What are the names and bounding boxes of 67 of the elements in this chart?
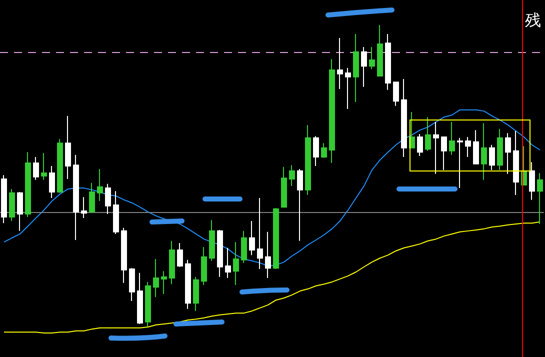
candlestick <box>161 270 167 295</box>
candlestick <box>345 67 351 110</box>
candlestick <box>289 164 295 186</box>
candlestick <box>249 220 255 256</box>
candlestick <box>265 231 271 279</box>
candlestick <box>393 82 399 106</box>
candlestick <box>457 137 463 189</box>
candlestick <box>145 281 151 328</box>
candlestick <box>25 152 31 218</box>
candlestick <box>281 166 287 208</box>
candlestick <box>465 136 471 158</box>
candlestick <box>185 259 191 310</box>
candlestick <box>449 121 455 156</box>
candlestick <box>473 130 479 164</box>
candlestick <box>529 162 535 200</box>
candlestick <box>113 190 119 234</box>
candlestick <box>353 34 359 102</box>
candlestick <box>401 78 407 158</box>
candlestick <box>433 121 439 174</box>
candlestick <box>369 46 375 70</box>
candlestick <box>233 242 239 286</box>
candlestick <box>481 122 487 180</box>
candlestick <box>65 115 71 180</box>
candlestick <box>177 242 183 268</box>
candlestick <box>41 152 47 180</box>
candlestick <box>121 227 127 284</box>
candlestick <box>105 183 111 215</box>
candlestick <box>217 230 223 278</box>
annotation: 残 <box>525 10 541 30</box>
candlestick <box>33 156 39 180</box>
candlestick <box>297 168 303 242</box>
candlestick <box>201 246 207 286</box>
candlestick <box>153 258 159 298</box>
candlestick <box>537 172 543 224</box>
candlestick <box>17 191 23 232</box>
candlestick <box>505 132 511 174</box>
candlestick <box>57 138 63 194</box>
candlestick <box>137 272 143 324</box>
candlestick <box>305 124 311 196</box>
candlestick <box>73 154 79 240</box>
candlestick <box>1 174 7 224</box>
candlestick <box>81 196 87 218</box>
candlestick <box>425 116 431 152</box>
candlestick <box>225 247 231 279</box>
candlestick <box>169 240 175 285</box>
candlestick <box>129 268 135 302</box>
candlestick <box>313 136 319 167</box>
candlestick <box>361 46 367 88</box>
candlestick <box>417 134 423 157</box>
candlestick <box>193 276 199 312</box>
candlestick <box>513 130 519 196</box>
candlestick <box>497 128 503 170</box>
candlestick <box>257 198 263 270</box>
candlestick <box>329 58 335 164</box>
candlestick <box>377 24 383 77</box>
candlestick <box>337 37 343 90</box>
candlestick <box>49 166 55 199</box>
candlestick <box>9 188 15 222</box>
candlestick <box>97 168 103 202</box>
candlestick <box>241 230 247 264</box>
candlestick <box>385 34 391 90</box>
candlestick <box>273 207 279 270</box>
candlestick <box>89 182 95 214</box>
candlestick <box>441 136 447 170</box>
candlestick <box>489 144 495 170</box>
candlestick <box>209 220 215 262</box>
candlestick <box>321 142 327 158</box>
